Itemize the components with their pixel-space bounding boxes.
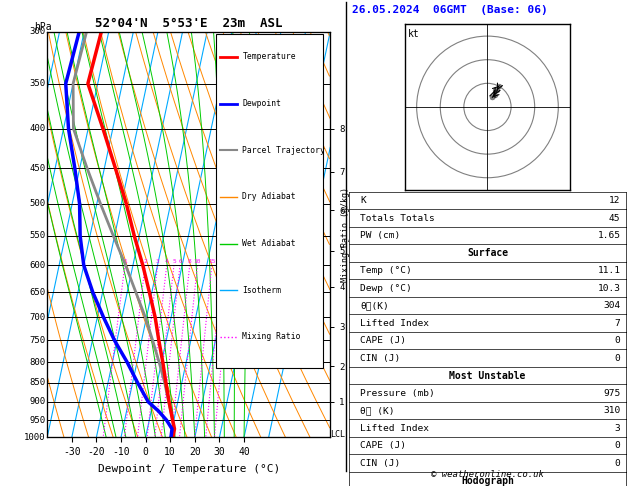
Text: Lifted Index: Lifted Index (360, 424, 429, 433)
Text: 0: 0 (615, 336, 620, 345)
Text: 450: 450 (30, 164, 46, 173)
Text: 11.1: 11.1 (598, 266, 620, 275)
Text: Isotherm: Isotherm (243, 286, 282, 295)
X-axis label: Dewpoint / Temperature (°C): Dewpoint / Temperature (°C) (97, 464, 280, 474)
Text: 25: 25 (227, 259, 235, 264)
Text: 800: 800 (30, 358, 46, 367)
Text: θᴇ(K): θᴇ(K) (360, 301, 389, 310)
Text: 650: 650 (30, 288, 46, 296)
Text: 300: 300 (30, 27, 46, 36)
Point (489, 87, 499, 94)
Text: Dewpoint: Dewpoint (243, 99, 282, 108)
Text: kt: kt (408, 29, 420, 39)
Text: 500: 500 (30, 199, 46, 208)
Text: Temperature: Temperature (243, 52, 296, 61)
Text: 310: 310 (603, 406, 620, 415)
Point (487, 94, 498, 102)
Text: CIN (J): CIN (J) (360, 459, 401, 468)
Text: 7: 7 (615, 319, 620, 328)
Text: 8: 8 (188, 259, 192, 264)
Text: 2: 2 (143, 259, 147, 264)
Text: θᴇ (K): θᴇ (K) (360, 406, 394, 415)
Text: Most Unstable: Most Unstable (449, 371, 526, 381)
Text: PW (cm): PW (cm) (360, 231, 401, 240)
Text: 400: 400 (30, 124, 46, 133)
Text: Parcel Trajectory: Parcel Trajectory (243, 146, 325, 155)
Text: K: K (360, 196, 366, 205)
Text: 20: 20 (218, 259, 226, 264)
Text: 975: 975 (603, 389, 620, 398)
Text: Hodograph: Hodograph (461, 476, 514, 486)
Text: 850: 850 (30, 378, 46, 387)
Text: 350: 350 (30, 79, 46, 88)
Point (494, 82, 504, 89)
Text: 3: 3 (156, 259, 160, 264)
Text: hPa: hPa (35, 21, 52, 32)
Text: CIN (J): CIN (J) (360, 354, 401, 363)
Text: Surface: Surface (467, 248, 508, 258)
Text: 1: 1 (123, 259, 127, 264)
Text: 3: 3 (615, 424, 620, 433)
Point (489, 91, 499, 99)
Text: 0: 0 (615, 354, 620, 363)
Text: © weatheronline.co.uk: © weatheronline.co.uk (431, 469, 544, 479)
Text: Dry Adiabat: Dry Adiabat (243, 192, 296, 202)
Text: 600: 600 (30, 260, 46, 270)
Point (487, 94, 498, 102)
Text: CAPE (J): CAPE (J) (360, 441, 406, 450)
Text: 10: 10 (194, 259, 201, 264)
Text: 0: 0 (615, 441, 620, 450)
Text: 12: 12 (609, 196, 620, 205)
Text: 700: 700 (30, 312, 46, 322)
Text: Dewp (°C): Dewp (°C) (360, 284, 412, 293)
Text: 4: 4 (165, 259, 169, 264)
Text: Mixing Ratio (g/kg): Mixing Ratio (g/kg) (342, 187, 350, 282)
Text: 15: 15 (208, 259, 216, 264)
Text: 52°04'N  5°53'E  23m  ASL: 52°04'N 5°53'E 23m ASL (95, 17, 282, 30)
Text: 950: 950 (30, 416, 46, 425)
Text: 45: 45 (609, 214, 620, 223)
Text: CAPE (J): CAPE (J) (360, 336, 406, 345)
Text: 550: 550 (30, 231, 46, 241)
Text: 6: 6 (178, 259, 182, 264)
Text: 304: 304 (603, 301, 620, 310)
Text: 26.05.2024  06GMT  (Base: 06): 26.05.2024 06GMT (Base: 06) (352, 5, 548, 15)
Text: Temp (°C): Temp (°C) (360, 266, 412, 275)
Text: Mixing Ratio: Mixing Ratio (243, 332, 301, 342)
Text: Wet Adiabat: Wet Adiabat (243, 239, 296, 248)
Text: Pressure (mb): Pressure (mb) (360, 389, 435, 398)
Text: 1.65: 1.65 (598, 231, 620, 240)
Text: Totals Totals: Totals Totals (360, 214, 435, 223)
Text: LCL: LCL (330, 430, 345, 439)
Text: 0: 0 (615, 459, 620, 468)
Text: 5: 5 (172, 259, 176, 264)
Y-axis label: km
ASL: km ASL (348, 225, 364, 244)
FancyBboxPatch shape (216, 34, 323, 368)
Text: 900: 900 (30, 398, 46, 406)
Text: 10.3: 10.3 (598, 284, 620, 293)
Point (492, 87, 502, 94)
Text: 1000: 1000 (25, 433, 46, 442)
Text: 750: 750 (30, 336, 46, 345)
Text: Lifted Index: Lifted Index (360, 319, 429, 328)
